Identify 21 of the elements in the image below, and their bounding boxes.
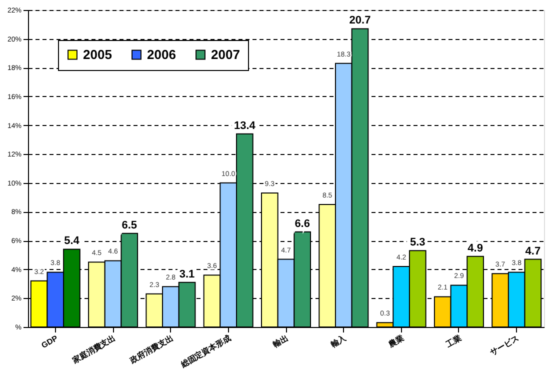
x-tick-label: 家庭消費支出 <box>70 332 118 366</box>
x-tick-label: 工業 <box>444 334 463 350</box>
legend-label: 2006 <box>147 46 176 62</box>
data-label: 20.7 <box>349 14 371 27</box>
x-tick-label: 輸入 <box>328 333 349 350</box>
x-tick-label: サービス <box>488 334 521 358</box>
data-label: 6.6 <box>294 218 310 230</box>
x-tick-label: 総固定資本形成 <box>178 332 232 370</box>
x-tick-label: GDP <box>40 333 60 350</box>
legend-label: 2007 <box>211 46 240 62</box>
data-label: 13.4 <box>234 120 256 132</box>
data-label: 4.7 <box>525 245 541 258</box>
x-tick-label: 輸出 <box>270 334 290 350</box>
data-label: 5.3 <box>410 236 426 249</box>
x-tick-label: 政府消費支出 <box>127 332 175 366</box>
data-label: 6.5 <box>122 219 138 232</box>
x-tick-label: 農業 <box>386 334 406 350</box>
legend-label: 2005 <box>83 46 112 62</box>
data-label: 5.4 <box>64 235 80 248</box>
data-label: 3.1 <box>179 268 195 280</box>
data-label: 4.9 <box>468 242 483 254</box>
